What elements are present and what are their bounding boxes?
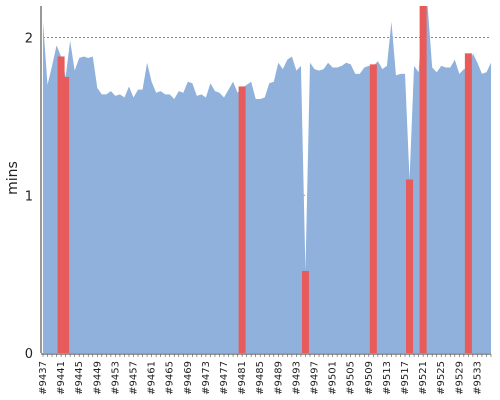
failed-build-bar (419, 6, 427, 353)
x-tick-label: #9457 (129, 361, 140, 395)
x-tick-label: #9485 (255, 361, 266, 395)
build-duration-area (43, 6, 491, 353)
area-layer (43, 6, 491, 353)
x-tick-label: #9533 (472, 361, 483, 395)
x-tick-label: #9465 (165, 361, 176, 395)
axis-layer: 0 1 2 #9437 #9441 #9445 #9449 #9453 #9457 #9461 #9… (25, 6, 492, 395)
y-tick-label: 1 (25, 189, 33, 204)
failed-build-bar (238, 86, 246, 353)
failed-build-bar (62, 76, 70, 354)
x-tick-label: #9489 (273, 361, 284, 395)
x-tick-label: #9441 (56, 361, 67, 395)
x-tick-label: #9521 (418, 361, 429, 395)
x-tick-label: #9449 (92, 361, 103, 395)
x-tick-label: #9509 (364, 361, 375, 395)
failed-build-layer (57, 6, 472, 354)
failed-build-bar (406, 179, 414, 353)
failed-build-bar (464, 53, 472, 354)
x-tick-label: #9529 (454, 361, 465, 395)
x-tick-label: #9445 (74, 361, 85, 395)
y-tick-label: 2 (25, 32, 33, 47)
failed-build-bar (57, 56, 65, 354)
x-tick-label: #9481 (237, 361, 248, 395)
x-tick-label: #9517 (400, 361, 411, 395)
x-tick-label: #9501 (328, 361, 339, 395)
x-tick-label: #9525 (436, 361, 447, 395)
x-tick-label: #9513 (382, 361, 393, 395)
x-tick-label: #9473 (201, 361, 212, 395)
x-tick-label: #9461 (147, 361, 158, 395)
x-tick-label: #9453 (110, 361, 121, 395)
failed-build-bar (369, 64, 377, 353)
y-tick-label: 0 (25, 347, 33, 362)
x-tick-label: #9469 (183, 361, 194, 395)
x-tick-label: #9497 (310, 361, 321, 395)
failed-build-bar (301, 270, 309, 353)
x-tick-label: #9493 (291, 361, 302, 395)
y-axis-label: mins (5, 161, 21, 195)
x-tick-label: #9437 (38, 361, 49, 395)
x-tick-label: #9477 (219, 361, 230, 395)
x-tick-label: #9505 (346, 361, 357, 395)
